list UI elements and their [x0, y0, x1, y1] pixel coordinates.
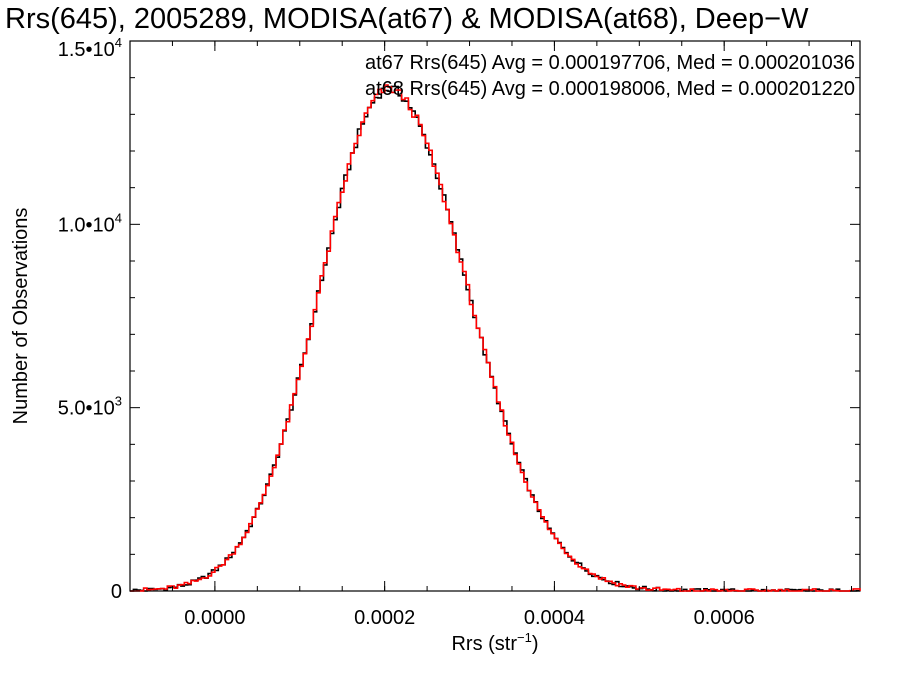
y-tick-label: 5.0•103 [58, 394, 122, 420]
x-tick-label: 0.0006 [694, 607, 755, 629]
y-tick-label-base: 1.5•10 [58, 39, 115, 61]
histogram-series-layer [130, 84, 861, 592]
series-at67-histogram [130, 85, 860, 592]
y-tick-label-exponent: 3 [115, 394, 122, 409]
y-tick-label-exponent: 4 [115, 210, 122, 225]
x-tick-label: 0.0002 [354, 607, 415, 629]
y-tick-label-base: 1.0•10 [58, 214, 115, 236]
x-tick-label: 0.0000 [184, 607, 245, 629]
x-axis-label-text: Rrs (str [451, 633, 517, 655]
series-at68-histogram [130, 84, 861, 592]
plot-frame [129, 40, 861, 592]
axis-ticks: 0.0000 0.0002 0.0004 0.000605.0•1031.0•1041… [58, 35, 860, 629]
chart-title: Rrs(645), 2005289, MODISA(at67) & MODISA… [5, 3, 809, 35]
annotation-at67-stats: at67 Rrs(645) Avg = 0.000197706, Med = 0… [365, 52, 855, 74]
x-axis-label-superscript: −1 [517, 630, 532, 645]
y-tick-label-exponent: 4 [115, 35, 122, 50]
annotation-at68-stats: at68 Rrs(645) Avg = 0.000198006, Med = 0… [365, 78, 855, 100]
x-tick-label: 0.0004 [524, 607, 585, 629]
x-axis-label-close: ) [532, 633, 539, 655]
y-tick-label: 0 [111, 581, 122, 603]
y-tick-label-base: 0 [111, 581, 122, 603]
y-tick-label-base: 5.0•10 [58, 398, 115, 420]
x-axis-label: Rrs (str−1) [451, 630, 538, 655]
y-axis-label: Number of Observations [10, 208, 32, 425]
y-tick-label: 1.0•104 [58, 210, 122, 236]
y-tick-label: 1.5•104 [58, 35, 122, 61]
